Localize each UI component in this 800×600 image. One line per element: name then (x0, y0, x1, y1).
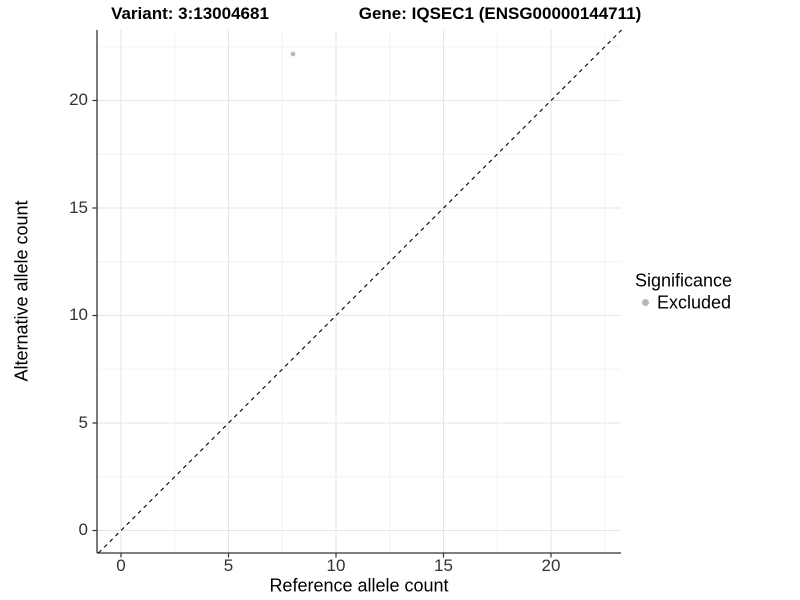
grid-major-lines (97, 30, 621, 553)
y-tick-label-15: 15 (69, 197, 88, 217)
x-tick-label-15: 15 (434, 556, 453, 575)
x-tick-label-0: 0 (116, 556, 126, 575)
x-tick-label-5: 5 (223, 556, 234, 575)
y-tick-label-20: 20 (69, 90, 88, 109)
legend-key-circle-icon (642, 299, 649, 306)
x-axis-title: Reference allele count (269, 575, 449, 596)
y-tick-label-10: 10 (69, 305, 88, 324)
plot-title-variant: Variant: 3:13004681 (111, 4, 269, 23)
plot-title-gene: Gene: IQSEC1 (ENSG00000144711) (358, 4, 642, 23)
y-tick-label-5: 5 (78, 412, 88, 432)
x-tick-label-10: 10 (326, 556, 346, 575)
x-tick-label-20: 20 (541, 556, 561, 575)
data-point-excluded (290, 51, 296, 57)
legend-title: Significance (635, 270, 733, 291)
y-axis-title: Alternative allele count (11, 200, 32, 382)
grid-minor-lines (97, 30, 621, 553)
legend-item-label: Excluded (657, 292, 732, 312)
y-axis-tick-marks (92, 99, 97, 532)
x-axis-tick-marks (120, 553, 552, 558)
y-tick-label-0: 0 (78, 520, 88, 539)
identity-dashed-line (98, 29, 622, 554)
